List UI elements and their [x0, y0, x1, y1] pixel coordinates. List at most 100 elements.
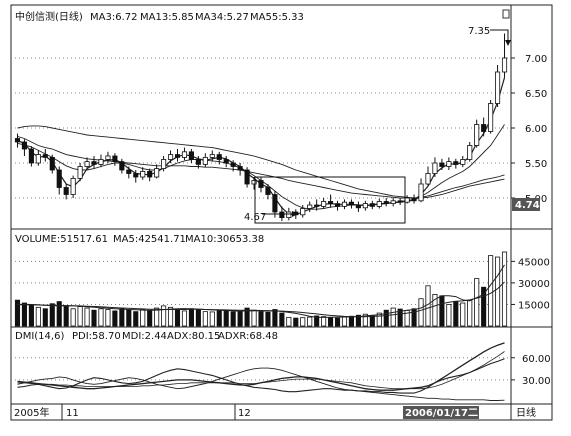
footer-month-12: 12 — [238, 408, 251, 419]
candle-body — [321, 201, 327, 207]
candle-body — [140, 170, 146, 178]
candle-body — [56, 169, 62, 188]
adxr-line — [17, 351, 505, 390]
volume-tick-label: 30000 — [518, 279, 550, 290]
volume-bar — [286, 316, 292, 327]
volume-bar — [293, 317, 299, 327]
candle-body — [91, 161, 97, 165]
candle-body — [258, 180, 264, 188]
volume-bar — [223, 309, 229, 327]
volume-bar — [453, 301, 459, 327]
volume-bar — [49, 303, 55, 327]
candle-body — [474, 124, 480, 146]
volume-bar — [35, 306, 41, 327]
volume-bar — [174, 309, 181, 327]
volume-bar — [307, 316, 313, 327]
mdi-label: MDI:2.44 — [122, 331, 167, 342]
ma13-label: MA13:5.85 — [140, 12, 194, 23]
volume-bar — [154, 307, 160, 327]
volume-bar — [63, 305, 69, 327]
candle-body — [35, 154, 41, 164]
candle-body — [147, 170, 153, 178]
candle-body — [418, 183, 424, 202]
high-annotation: 7.35 — [468, 26, 490, 37]
volume-bar — [272, 309, 278, 327]
volume-bar — [147, 310, 153, 327]
dmi-tick-label: 30.00 — [522, 376, 551, 387]
volume-bar — [334, 317, 341, 327]
volume-bar — [202, 311, 208, 327]
high-arrowhead — [505, 40, 511, 46]
candle-body — [98, 159, 104, 165]
candlesticks — [14, 33, 508, 222]
volume-bar — [425, 285, 431, 327]
period-label: 日线 — [516, 406, 536, 419]
dmi-label: DMI(14,6) — [15, 331, 64, 342]
volume-bars — [14, 251, 508, 327]
candle-body — [355, 204, 361, 209]
volume-bar — [376, 312, 382, 327]
ma34-label: MA34:5.27 — [195, 12, 249, 23]
volume-ma5-label: MA5:42541.71 — [113, 234, 186, 245]
candle-body — [126, 169, 132, 174]
candle-body — [334, 203, 341, 207]
volume-bar — [56, 301, 62, 327]
candle-body — [425, 173, 431, 185]
volume-bar — [188, 308, 194, 327]
volume-bar — [119, 308, 125, 327]
volume-bar — [348, 315, 355, 327]
candle-body — [28, 148, 34, 164]
volume-bar — [467, 299, 473, 327]
candle-body — [230, 162, 236, 167]
volume-bar — [321, 316, 327, 327]
dmi-axis: 60.00 30.00 — [511, 354, 551, 387]
volume-bar — [14, 299, 21, 327]
volume-bar — [279, 312, 285, 327]
volume-ma5-line — [17, 264, 505, 318]
candle-body — [460, 159, 466, 165]
volume-bar — [383, 309, 389, 327]
candle-body — [341, 201, 348, 207]
candle-body — [432, 162, 438, 174]
volume-bar — [362, 313, 368, 327]
volume-ma10-label: MA10:30653.38 — [185, 234, 264, 245]
volume-bar — [314, 315, 320, 327]
candle-body — [307, 204, 313, 209]
volume-bar — [230, 311, 236, 327]
volume-bar — [397, 308, 403, 327]
volume-tick-label: 15000 — [518, 300, 550, 311]
date-cursor-badge — [403, 406, 479, 419]
volume-bar — [328, 316, 334, 327]
volume-bar — [84, 307, 90, 327]
volume-bar — [133, 311, 139, 327]
candle-body — [397, 200, 403, 203]
high-arrow — [490, 29, 509, 44]
volume-bar — [112, 310, 118, 327]
volume-label: VOLUME:51517.61 — [15, 234, 108, 245]
candle-body — [174, 154, 181, 158]
ma-line-3 — [17, 77, 506, 216]
volume-bar — [369, 315, 375, 327]
volume-bar — [98, 308, 104, 327]
candle-body — [495, 71, 501, 104]
volume-bar — [216, 310, 222, 327]
candle-body — [49, 156, 55, 171]
volume-bar — [432, 293, 438, 327]
candle-body — [314, 204, 320, 207]
volume-tick-label: 45000 — [518, 257, 550, 268]
adxr-label: ADXR:68.48 — [218, 331, 278, 342]
adx-label: ADX:80.15 — [167, 331, 220, 342]
volume-bar — [411, 308, 417, 327]
price-tick-label: 5.50 — [525, 159, 547, 170]
candle-body — [467, 145, 473, 160]
candle-body — [286, 211, 292, 218]
volume-bar — [265, 311, 271, 327]
chart-frame — [10, 4, 553, 421]
price-grid — [11, 57, 511, 199]
volume-bar — [439, 295, 445, 327]
volume-bar — [105, 309, 111, 327]
candle-body — [209, 154, 215, 158]
candle-body — [14, 138, 21, 143]
candle-body — [42, 154, 48, 158]
candle-body — [362, 203, 368, 209]
